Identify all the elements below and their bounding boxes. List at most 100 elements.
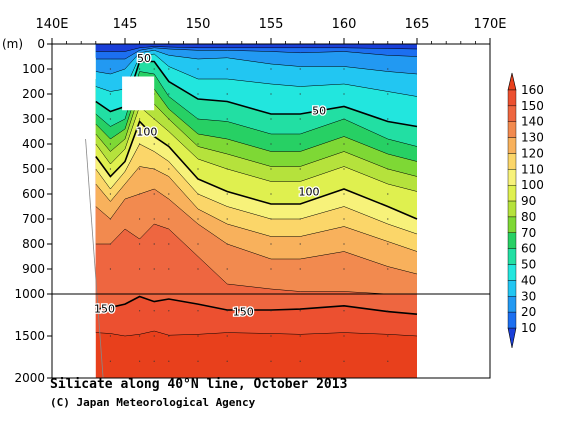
sample-point	[153, 168, 155, 170]
sample-point	[270, 143, 272, 145]
sample-point	[139, 168, 141, 170]
sample-point	[197, 360, 199, 362]
colorbar-swatch	[507, 121, 517, 138]
sample-point	[109, 118, 111, 120]
sample-point	[226, 118, 228, 120]
colorbar-label: 140	[521, 115, 544, 129]
x-tick-label: 145	[113, 17, 138, 32]
colorbar-swatch	[507, 200, 517, 218]
sample-point	[270, 68, 272, 70]
sample-point	[387, 118, 389, 120]
sample-point	[153, 143, 155, 145]
sample-point	[270, 168, 272, 170]
sample-point	[153, 268, 155, 270]
x-tick-label: 165	[405, 17, 430, 32]
sample-point	[299, 360, 301, 362]
sample-point	[387, 310, 389, 312]
sample-point	[168, 68, 170, 70]
sample-point	[109, 360, 111, 362]
sample-point	[343, 118, 345, 120]
sample-point	[139, 143, 141, 145]
isoline-120	[95, 166, 418, 252]
y-tick-label: 800	[22, 237, 45, 251]
sample-point	[387, 218, 389, 220]
sample-point	[109, 168, 111, 170]
sample-point	[343, 93, 345, 95]
y-tick-label: 600	[22, 187, 45, 201]
sample-point	[197, 193, 199, 195]
x-tick-label: 170E	[473, 17, 506, 32]
y-tick-label: 1500	[14, 329, 45, 343]
sample-point	[139, 268, 141, 270]
sample-point	[270, 268, 272, 270]
colorbar-top-arrow	[507, 72, 517, 91]
chart-title: Silicate along 40°N line, October 2013	[50, 377, 348, 392]
sample-point	[226, 68, 228, 70]
sample-point	[226, 218, 228, 220]
sample-point	[299, 68, 301, 70]
sample-point	[197, 143, 199, 145]
colorbar-label: 130	[521, 131, 544, 145]
sample-point	[168, 243, 170, 245]
contour-value-label: 150	[94, 302, 115, 315]
y-tick-label: 500	[22, 162, 45, 176]
sample-point	[226, 168, 228, 170]
colorbar-swatch	[507, 169, 517, 186]
colorbar-swatch	[507, 137, 517, 154]
sample-point	[226, 93, 228, 95]
y-tick-label: 0	[37, 37, 45, 51]
sample-point	[299, 243, 301, 245]
sample-point	[387, 193, 389, 195]
colorbar-label: 50	[521, 258, 536, 272]
sample-point	[139, 68, 141, 70]
sample-point	[387, 143, 389, 145]
missing-data-box	[122, 76, 155, 111]
colorbar-swatch	[507, 296, 517, 313]
colorbar-label: 90	[521, 194, 536, 208]
sample-point	[153, 360, 155, 362]
sample-point	[299, 218, 301, 220]
x-tick-label: 155	[259, 17, 284, 32]
sample-point	[109, 68, 111, 70]
sample-point	[168, 310, 170, 312]
sample-point	[197, 243, 199, 245]
sample-point	[139, 360, 141, 362]
sample-point	[299, 335, 301, 337]
sample-point	[343, 243, 345, 245]
y-axis: 0 100 200 300 400 500 600 700 800 900 1000 1500 2000…	[2, 37, 52, 385]
sample-point	[168, 193, 170, 195]
isoline-80	[95, 93, 418, 177]
sample-point	[299, 310, 301, 312]
y-tick-label: 1000	[14, 287, 45, 301]
sample-point	[197, 335, 199, 337]
x-axis: 140E 145 150 155 160 165 170E	[35, 17, 507, 44]
sample-point	[299, 168, 301, 170]
sample-point	[109, 143, 111, 145]
sample-point	[153, 118, 155, 120]
colorbar-swatch	[507, 264, 517, 281]
colorbar-swatch	[507, 153, 517, 170]
sample-point	[168, 143, 170, 145]
sample-point	[343, 268, 345, 270]
colorbar-label: 30	[521, 289, 536, 303]
colorbar-swatch	[507, 311, 517, 329]
colorbar-swatch	[507, 216, 517, 234]
colorbar-swatch	[507, 105, 517, 122]
sample-point	[109, 335, 111, 337]
sample-point	[343, 168, 345, 170]
sample-point	[387, 68, 389, 70]
sample-point	[387, 168, 389, 170]
missing-data-layer	[84, 57, 155, 111]
contour-value-label: 50	[312, 104, 326, 117]
sample-point	[109, 310, 111, 312]
contour-label-layer: 50 50 100 100 150 150	[93, 51, 328, 320]
sample-point	[343, 68, 345, 70]
y-tick-label: 100	[22, 62, 45, 76]
sample-point	[226, 193, 228, 195]
sample-point	[168, 93, 170, 95]
y-tick-label: 900	[22, 262, 45, 276]
colorbar-label: 110	[521, 162, 544, 176]
sample-point	[197, 268, 199, 270]
